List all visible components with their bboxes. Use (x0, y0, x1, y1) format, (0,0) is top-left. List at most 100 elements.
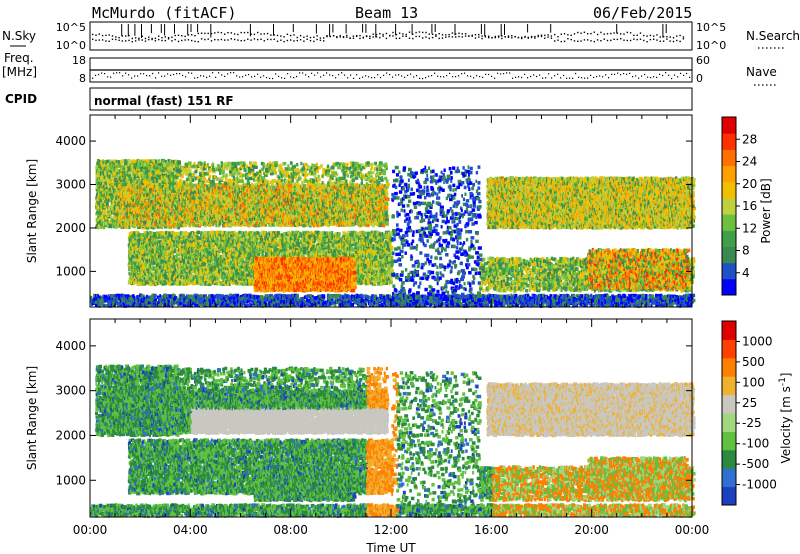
nsearch-point (544, 38, 545, 39)
power-panel: 1000200030004000 Slant Range [km] 481216… (25, 115, 773, 308)
nsearch-point (683, 38, 684, 39)
nave-point (599, 75, 600, 76)
nsearch-point (336, 36, 337, 37)
nave-point (431, 75, 432, 76)
nave-point (191, 73, 192, 74)
nave-point (626, 74, 627, 75)
nsearch-point (597, 39, 598, 40)
power-cell (106, 202, 109, 206)
nsky-point (241, 32, 242, 33)
nsky-point (313, 37, 314, 38)
nave-point (404, 77, 405, 78)
nave-point (446, 75, 447, 76)
nave-point (683, 75, 684, 76)
nave-point (104, 73, 105, 74)
nsky-point (115, 36, 116, 37)
nsearch-point (198, 41, 199, 42)
nsearch-point (323, 40, 324, 41)
nsky-point (594, 32, 595, 33)
nave-point (425, 77, 426, 78)
nsearch-point (656, 39, 657, 40)
nave-point (521, 77, 522, 78)
nsearch-point (188, 39, 189, 40)
nave-point (398, 74, 399, 75)
nave-point (167, 73, 168, 74)
nave-point (239, 77, 240, 78)
nsearch-point (670, 40, 671, 41)
nsearch-point (244, 40, 245, 41)
nsky-point (392, 32, 393, 33)
nsearch-point (287, 40, 288, 41)
nave-point (305, 74, 306, 75)
nave-point (614, 74, 615, 75)
nsearch-point (274, 39, 275, 40)
nsearch-point (627, 40, 628, 41)
nave-point (128, 74, 129, 75)
nave-point (503, 73, 504, 74)
nsky-point (316, 35, 317, 36)
nave-point (437, 76, 438, 77)
nave-point (440, 76, 441, 77)
nsearch-point (567, 38, 568, 39)
nave-point (347, 77, 348, 78)
nsky-point (534, 36, 535, 37)
nsky-point (247, 32, 248, 33)
power-cell (110, 167, 112, 171)
nsearch-point (478, 36, 479, 37)
nsky-point (125, 35, 126, 36)
nsky-point (303, 37, 304, 38)
nsky-point (373, 34, 374, 35)
nsearch-point (270, 39, 271, 40)
nsearch-point (590, 40, 591, 41)
nave-point (419, 78, 420, 79)
nsky-point (600, 32, 601, 33)
nsearch-point (445, 37, 446, 38)
nave-point (548, 73, 549, 74)
nsearch-point (610, 40, 611, 41)
nsearch-point (343, 37, 344, 38)
nsky-point (399, 33, 400, 34)
nave-point (101, 73, 102, 74)
nsearch-point (234, 39, 235, 40)
nsearch-point (214, 39, 215, 40)
nsearch-point (340, 36, 341, 37)
nave-point (620, 74, 621, 75)
nave-point (287, 73, 288, 74)
nave-point (182, 75, 183, 76)
nave-point (362, 77, 363, 78)
nave-point (371, 77, 372, 78)
nsearch-point (432, 37, 433, 38)
nsearch-point (587, 39, 588, 40)
freq-unit: [MHz] (2, 65, 37, 79)
nave-point (518, 76, 519, 77)
nsearch-point (511, 37, 512, 38)
nave-point (131, 78, 132, 79)
power-cell (155, 160, 157, 164)
nave-point (659, 74, 660, 75)
nsearch-point (204, 39, 205, 40)
nsearch-point (386, 38, 387, 39)
nave-point (263, 75, 264, 76)
nsky-point (511, 35, 512, 36)
cpid-strip: CPID normal (fast) 151 RF (5, 88, 692, 110)
nsky-point (422, 32, 423, 33)
nsearch-point (623, 40, 624, 41)
nsearch-tick-bottom: 10^0 (696, 39, 726, 52)
nsky-point (132, 38, 133, 39)
nsearch-point (356, 36, 357, 37)
nsearch-point (594, 41, 595, 42)
nsky-point (452, 32, 453, 33)
cpid-label: CPID (5, 92, 37, 106)
nsky-point (171, 37, 172, 38)
nsearch-point (412, 38, 413, 39)
nsky-point (102, 35, 103, 36)
beam-title: Beam 13 (355, 4, 418, 22)
nsearch-point (237, 39, 238, 40)
nave-point (98, 74, 99, 75)
nave-point (422, 78, 423, 79)
nsearch-point (551, 38, 552, 39)
nave-point (497, 73, 498, 74)
nsearch-point (307, 39, 308, 40)
nave-point (680, 73, 681, 74)
nave-point (344, 75, 345, 76)
